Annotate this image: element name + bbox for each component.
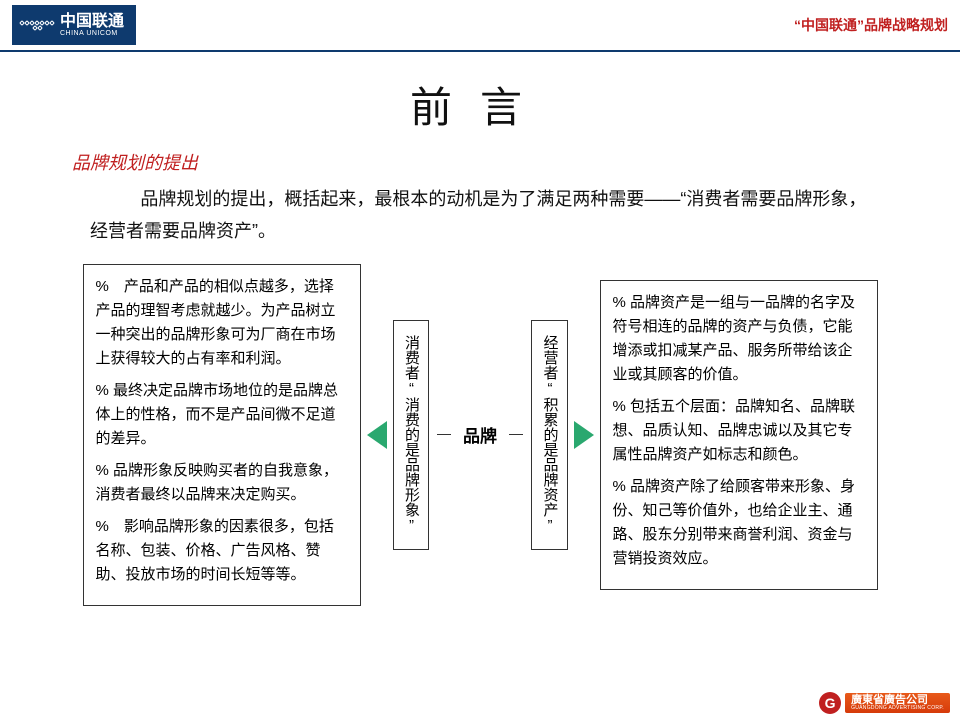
center-brand-label: 品牌	[459, 422, 501, 447]
right-p3: % 品牌资产除了给顾客带来形象、身份、知己等价值外，也给企业主、通路、股东分别带…	[613, 475, 865, 571]
vertical-consumer-label: 消费者“消费的是品牌形象”	[393, 320, 430, 550]
diagram-row: % 产品和产品的相似点越多，选择产品的理智考虑就越少。为产品树立一种突出的品牌形…	[0, 264, 960, 606]
section-subtitle: 品牌规划的提出	[72, 149, 960, 175]
logo-cn: 中国联通	[60, 13, 124, 31]
footer-badge-icon: G	[819, 692, 841, 714]
right-p1: % 品牌资产是一组与一品牌的名字及符号相连的品牌的资产与负债，它能增添或扣减某产…	[613, 291, 865, 387]
header-divider	[0, 50, 960, 52]
left-p4: % 影响品牌形象的因素很多，包括名称、包装、价格、广告风格、赞助、投放市场的时间…	[96, 515, 348, 587]
footer-text: 廣東省廣告公司 GUANGDONG ADVERTISING CORP.	[845, 693, 950, 713]
header-subtitle: “中国联通”品牌战略规划	[794, 15, 948, 35]
arrow-right-icon	[574, 421, 594, 449]
left-p1: % 产品和产品的相似点越多，选择产品的理智考虑就越少。为产品树立一种突出的品牌形…	[96, 275, 348, 371]
logo-knot-icon	[20, 10, 54, 40]
dash-left	[437, 434, 451, 435]
page-title: 前言	[0, 74, 960, 135]
left-p2: % 最终决定品牌市场地位的是品牌总体上的性格，而不是产品间微不足道的差异。	[96, 379, 348, 451]
logo-en: CHINA UNICOM	[60, 30, 124, 37]
header-bar: 中国联通 CHINA UNICOM “中国联通”品牌战略规划	[0, 0, 960, 50]
right-text-box: % 品牌资产是一组与一品牌的名字及符号相连的品牌的资产与负债，它能增添或扣减某产…	[600, 280, 878, 590]
logo-text: 中国联通 CHINA UNICOM	[60, 13, 124, 38]
footer-en: GUANGDONG ADVERTISING CORP.	[851, 706, 944, 711]
footer-corp-logo: G 廣東省廣告公司 GUANGDONG ADVERTISING CORP.	[819, 692, 950, 714]
left-text-box: % 产品和产品的相似点越多，选择产品的理智考虑就越少。为产品树立一种突出的品牌形…	[83, 264, 361, 606]
left-p3: % 品牌形象反映购买者的自我意象，消费者最终以品牌来决定购买。	[96, 459, 348, 507]
brand-logo: 中国联通 CHINA UNICOM	[12, 5, 136, 45]
right-p2: % 包括五个层面：品牌知名、品牌联想、品质认知、品牌忠诚以及其它专属性品牌资产如…	[613, 395, 865, 467]
vertical-operator-label: 经营者“积累的是品牌资产”	[531, 320, 568, 550]
dash-right	[509, 434, 523, 435]
intro-text: 品牌规划的提出，概括起来，最根本的动机是为了满足两种需要——“消费者需要品牌形象…	[90, 183, 870, 248]
arrow-left-icon	[367, 421, 387, 449]
